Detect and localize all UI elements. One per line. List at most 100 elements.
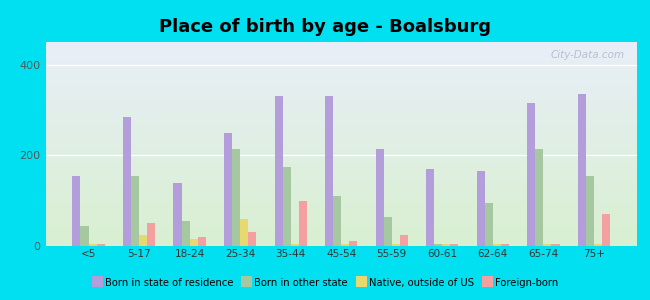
Bar	[72, 176, 81, 246]
Bar	[46, 156, 637, 157]
Legend: Born in state of residence, Born in other state, Native, outside of US, Foreign-: Born in state of residence, Born in othe…	[88, 274, 562, 292]
Bar	[46, 111, 637, 112]
Bar	[46, 128, 637, 129]
Bar	[46, 188, 637, 189]
Bar	[46, 63, 637, 64]
Bar	[46, 129, 637, 130]
Bar	[198, 237, 206, 246]
Bar	[46, 143, 637, 144]
Bar	[46, 221, 637, 223]
Bar	[147, 223, 155, 246]
Bar	[88, 244, 97, 246]
Bar	[46, 77, 637, 78]
Bar	[46, 176, 637, 177]
Bar	[46, 192, 637, 193]
Bar	[46, 112, 637, 113]
Bar	[325, 96, 333, 246]
Bar	[46, 136, 637, 137]
Bar	[46, 118, 637, 119]
Bar	[46, 76, 637, 77]
Bar	[46, 229, 637, 230]
Bar	[46, 242, 637, 243]
Bar	[46, 135, 637, 136]
Bar	[46, 99, 637, 100]
Bar	[46, 54, 637, 55]
Bar	[376, 148, 384, 246]
Bar	[46, 45, 637, 46]
Bar	[46, 226, 637, 228]
Bar	[123, 117, 131, 246]
Bar	[46, 199, 637, 200]
Bar	[46, 169, 637, 170]
Bar	[46, 245, 637, 246]
Bar	[551, 244, 560, 246]
Bar	[46, 46, 637, 47]
Bar	[46, 234, 637, 235]
Bar	[46, 124, 637, 126]
Bar	[46, 215, 637, 216]
Bar	[46, 91, 637, 92]
Bar	[46, 175, 637, 176]
Bar	[46, 114, 637, 116]
Bar	[46, 239, 637, 240]
Bar	[46, 214, 637, 215]
Bar	[46, 167, 637, 169]
Bar	[46, 146, 637, 147]
Bar	[299, 201, 307, 246]
Bar	[46, 119, 637, 121]
Bar	[46, 134, 637, 135]
Bar	[283, 167, 291, 246]
Bar	[46, 98, 637, 99]
Bar	[46, 213, 637, 214]
Bar	[46, 100, 637, 101]
Bar	[274, 96, 283, 246]
Bar	[46, 223, 637, 224]
Bar	[46, 68, 637, 70]
Bar	[46, 62, 637, 63]
Bar	[400, 235, 408, 246]
Bar	[46, 89, 637, 90]
Bar	[46, 190, 637, 191]
Bar	[190, 239, 198, 246]
Bar	[46, 79, 637, 80]
Bar	[46, 141, 637, 142]
Bar	[131, 176, 139, 246]
Bar	[46, 183, 637, 184]
Bar	[46, 118, 637, 119]
Bar	[46, 206, 637, 207]
Bar	[46, 126, 637, 127]
Bar	[248, 232, 256, 246]
Bar	[46, 153, 637, 154]
Bar	[46, 105, 637, 106]
Bar	[81, 226, 88, 246]
Bar	[46, 154, 637, 155]
Bar	[139, 235, 147, 246]
Bar	[46, 85, 637, 86]
Bar	[46, 228, 637, 229]
Bar	[46, 44, 637, 45]
Bar	[46, 61, 637, 62]
Bar	[46, 208, 637, 209]
Bar	[46, 181, 637, 182]
Text: Place of birth by age - Boalsburg: Place of birth by age - Boalsburg	[159, 18, 491, 36]
Bar	[501, 244, 509, 246]
Bar	[46, 203, 637, 204]
Bar	[46, 235, 637, 236]
Bar	[46, 178, 637, 179]
Bar	[46, 139, 637, 140]
Bar	[46, 162, 637, 164]
Bar	[232, 148, 240, 246]
Bar	[46, 196, 637, 197]
Bar	[349, 242, 358, 246]
Bar	[181, 221, 190, 246]
Bar	[434, 244, 443, 246]
Bar	[46, 236, 637, 237]
Bar	[46, 144, 637, 145]
Bar	[46, 184, 637, 185]
Bar	[46, 72, 637, 73]
Bar	[46, 216, 637, 217]
Bar	[543, 244, 551, 246]
Bar	[594, 244, 602, 246]
Bar	[46, 159, 637, 160]
Bar	[46, 80, 637, 81]
